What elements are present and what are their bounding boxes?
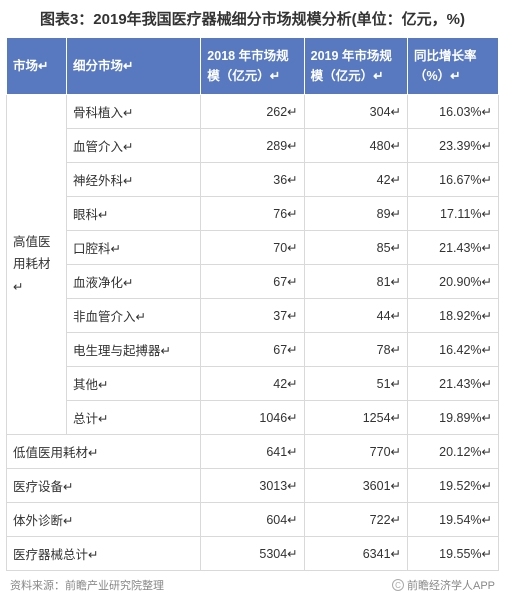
growth-cell: 18.92%↵ [408,299,499,333]
value-2019: 51↵ [304,367,407,401]
copyright: C 前瞻经济学人APP [392,577,495,593]
growth-cell: 20.90%↵ [408,265,499,299]
value-2019: 42↵ [304,163,407,197]
segment-cell: 总计↵ [66,401,200,435]
value-2019: 6341↵ [304,537,407,571]
growth-cell: 16.67%↵ [408,163,499,197]
value-2018: 604↵ [201,503,304,537]
growth-cell: 16.03%↵ [408,95,499,129]
growth-cell: 19.52%↵ [408,469,499,503]
table-row: 体外诊断↵ 604↵ 722↵ 19.54%↵ [7,503,499,537]
table-row: 医疗器械总计↵ 5304↵ 6341↵ 19.55%↵ [7,537,499,571]
value-2019: 44↵ [304,299,407,333]
footer: 资料来源：前瞻产业研究院整理 C 前瞻经济学人APP [6,571,499,593]
segment-cell: 医疗器械总计↵ [7,537,201,571]
growth-cell: 19.55%↵ [408,537,499,571]
table-row: 低值医用耗材↵ 641↵ 770↵ 20.12%↵ [7,435,499,469]
header-row: 市场↵ 细分市场↵ 2018 年市场规模（亿元）↵ 2019 年市场规模（亿元）… [7,38,499,95]
table-row: 眼科↵ 76↵ 89↵ 17.11%↵ [7,197,499,231]
growth-cell: 17.11%↵ [408,197,499,231]
segment-cell: 血管介入↵ [66,129,200,163]
header-2019: 2019 年市场规模（亿元）↵ [304,38,407,95]
value-2018: 67↵ [201,333,304,367]
segment-cell: 其他↵ [66,367,200,401]
value-2019: 78↵ [304,333,407,367]
value-2018: 1046↵ [201,401,304,435]
segment-cell: 低值医用耗材↵ [7,435,201,469]
growth-cell: 20.12%↵ [408,435,499,469]
market-group-label: 高值医用耗材↵ [7,95,67,435]
segment-cell: 口腔科↵ [66,231,200,265]
segment-cell: 非血管介入↵ [66,299,200,333]
table-row: 血液净化↵ 67↵ 81↵ 20.90%↵ [7,265,499,299]
segment-cell: 眼科↵ [66,197,200,231]
header-growth: 同比增长率（%）↵ [408,38,499,95]
growth-cell: 19.89%↵ [408,401,499,435]
segment-cell: 骨科植入↵ [66,95,200,129]
value-2018: 76↵ [201,197,304,231]
table-row: 高值医用耗材↵ 骨科植入↵ 262↵ 304↵ 16.03%↵ [7,95,499,129]
value-2018: 262↵ [201,95,304,129]
value-2018: 36↵ [201,163,304,197]
value-2019: 3601↵ [304,469,407,503]
table-row: 神经外科↵ 36↵ 42↵ 16.67%↵ [7,163,499,197]
value-2018: 289↵ [201,129,304,163]
value-2019: 81↵ [304,265,407,299]
growth-cell: 23.39%↵ [408,129,499,163]
chart-title: 图表3：2019年我国医疗器械细分市场规模分析(单位：亿元，%) [6,8,499,29]
value-2018: 3013↵ [201,469,304,503]
value-2019: 85↵ [304,231,407,265]
segment-cell: 体外诊断↵ [7,503,201,537]
table-row: 其他↵ 42↵ 51↵ 21.43%↵ [7,367,499,401]
table-row: 非血管介入↵ 37↵ 44↵ 18.92%↵ [7,299,499,333]
header-segment: 细分市场↵ [66,38,200,95]
value-2019: 1254↵ [304,401,407,435]
copyright-icon: C [392,579,404,591]
growth-cell: 16.42%↵ [408,333,499,367]
value-2019: 770↵ [304,435,407,469]
table-row: 总计↵ 1046↵ 1254↵ 19.89%↵ [7,401,499,435]
table-row: 口腔科↵ 70↵ 85↵ 21.43%↵ [7,231,499,265]
header-market: 市场↵ [7,38,67,95]
value-2018: 67↵ [201,265,304,299]
value-2018: 641↵ [201,435,304,469]
segment-cell: 医疗设备↵ [7,469,201,503]
growth-cell: 19.54%↵ [408,503,499,537]
growth-cell: 21.43%↵ [408,367,499,401]
header-2018: 2018 年市场规模（亿元）↵ [201,38,304,95]
value-2018: 42↵ [201,367,304,401]
value-2019: 304↵ [304,95,407,129]
value-2018: 70↵ [201,231,304,265]
copyright-text: 前瞻经济学人APP [407,577,495,593]
table-row: 电生理与起搏器↵ 67↵ 78↵ 16.42%↵ [7,333,499,367]
source-text: 资料来源：前瞻产业研究院整理 [10,577,164,593]
segment-cell: 电生理与起搏器↵ [66,333,200,367]
data-table: 市场↵ 细分市场↵ 2018 年市场规模（亿元）↵ 2019 年市场规模（亿元）… [6,37,499,571]
value-2019: 89↵ [304,197,407,231]
segment-cell: 血液净化↵ [66,265,200,299]
value-2018: 37↵ [201,299,304,333]
value-2019: 480↵ [304,129,407,163]
growth-cell: 21.43%↵ [408,231,499,265]
value-2019: 722↵ [304,503,407,537]
table-row: 血管介入↵ 289↵ 480↵ 23.39%↵ [7,129,499,163]
table-row: 医疗设备↵ 3013↵ 3601↵ 19.52%↵ [7,469,499,503]
value-2018: 5304↵ [201,537,304,571]
segment-cell: 神经外科↵ [66,163,200,197]
